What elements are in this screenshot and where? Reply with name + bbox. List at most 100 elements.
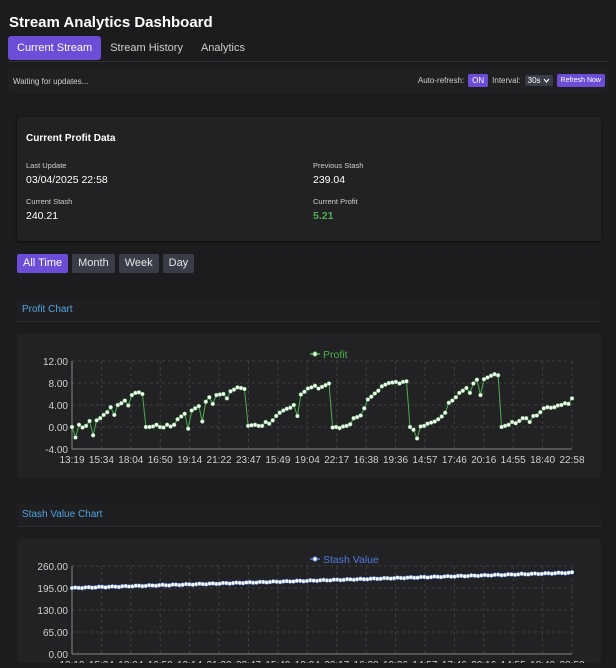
current-stash-label: Current Stash xyxy=(26,197,73,206)
y-tick-label: 130.00 xyxy=(37,606,68,617)
data-point xyxy=(108,404,113,410)
data-point xyxy=(358,413,363,418)
data-point xyxy=(175,417,180,422)
data-point xyxy=(200,419,205,424)
data-point xyxy=(150,424,156,429)
data-point xyxy=(203,399,209,404)
data-point xyxy=(161,425,166,430)
data-point xyxy=(538,409,543,415)
x-tick-label: 22:58 xyxy=(559,455,584,466)
data-point xyxy=(129,392,135,398)
tab-analytics[interactable]: Analytics xyxy=(200,42,245,54)
tab-current-stream[interactable]: Current Stream xyxy=(8,36,102,60)
data-point xyxy=(126,403,131,408)
stash-value-chart: 260.00195.00130.0065.000.0013:1915:3418:… xyxy=(37,554,585,668)
data-point xyxy=(485,375,490,380)
refresh-now-button[interactable]: Refresh Now xyxy=(556,74,605,87)
x-tick-label: 20:16 xyxy=(471,455,496,466)
range-week-button[interactable]: Week xyxy=(118,254,159,273)
range-all-time-button[interactable]: All Time xyxy=(17,254,69,273)
data-point xyxy=(263,419,268,425)
data-point xyxy=(421,423,427,429)
data-point xyxy=(457,390,462,396)
data-point xyxy=(277,410,282,415)
data-point xyxy=(559,402,564,408)
data-point xyxy=(76,422,82,428)
data-point xyxy=(344,423,349,429)
data-point xyxy=(552,404,557,410)
x-tick-label: 13:19 xyxy=(59,455,84,466)
data-point xyxy=(207,395,212,400)
range-day-button[interactable]: Day xyxy=(162,254,195,273)
tab-stream-history[interactable]: Stream History xyxy=(110,42,183,54)
data-point xyxy=(288,405,293,411)
data-point xyxy=(302,389,307,395)
x-tick-label: 21:22 xyxy=(207,455,232,466)
x-tick-label: 15:49 xyxy=(265,455,290,466)
data-point xyxy=(411,427,416,433)
x-tick-label: 18:04 xyxy=(118,455,143,466)
data-point xyxy=(196,403,202,409)
data-point xyxy=(210,401,216,407)
profit-chart-header: Profit Chart xyxy=(17,299,601,322)
auto-refresh-toggle[interactable]: ON xyxy=(468,74,489,87)
page-title: Stream Analytics Dashboard xyxy=(9,14,213,31)
data-point xyxy=(393,379,399,385)
data-point xyxy=(453,395,459,400)
x-tick-label: 19:14 xyxy=(177,455,202,466)
data-point xyxy=(323,382,328,388)
data-point xyxy=(435,417,441,422)
data-point xyxy=(69,424,75,430)
data-point xyxy=(94,418,99,423)
data-point xyxy=(73,435,78,440)
data-point xyxy=(404,379,409,384)
legend-marker xyxy=(312,351,318,357)
y-tick-label: 12.00 xyxy=(43,357,68,368)
data-point xyxy=(270,418,275,423)
data-point xyxy=(90,433,96,438)
data-point xyxy=(372,391,378,396)
data-point xyxy=(569,396,575,401)
refresh-controls: Auto-refresh: ON Interval: 30s Refresh N… xyxy=(418,74,605,87)
last-update-label: Last Update xyxy=(26,161,67,170)
data-point xyxy=(506,422,511,428)
y-tick-label: 0.00 xyxy=(49,423,69,434)
x-tick-label: 14:57 xyxy=(412,455,437,466)
current-profit-card: Current Profit Data Last Update 03/04/20… xyxy=(17,117,601,241)
x-tick-label: 23:47 xyxy=(236,455,261,466)
data-point xyxy=(192,406,198,411)
y-tick-label: -4.00 xyxy=(45,445,68,456)
interval-select[interactable]: 30s xyxy=(524,75,553,86)
data-point xyxy=(171,422,177,428)
data-point xyxy=(439,414,444,419)
current-profit-label: Current Profit xyxy=(313,197,358,206)
y-tick-label: 0.00 xyxy=(49,650,69,661)
data-point xyxy=(379,384,385,389)
stash-chart-card: 260.00195.00130.0065.000.0013:1915:3418:… xyxy=(17,539,601,668)
data-point xyxy=(259,423,265,429)
data-point xyxy=(513,420,518,426)
data-point xyxy=(119,401,124,406)
x-tick-label: 22:17 xyxy=(324,455,349,466)
data-point xyxy=(97,415,103,421)
previous-stash-label: Previous Stash xyxy=(313,161,364,170)
data-point xyxy=(442,410,448,415)
y-tick-label: 195.00 xyxy=(37,584,68,595)
data-point xyxy=(154,422,159,428)
x-tick-label: 19:04 xyxy=(295,455,320,466)
data-point xyxy=(471,381,476,386)
data-point xyxy=(140,391,145,397)
x-tick-label: 14:55 xyxy=(501,455,526,466)
data-point xyxy=(460,388,466,393)
current-stash-value: 240.21 xyxy=(26,210,59,222)
data-point xyxy=(309,385,314,390)
range-month-button[interactable]: Month xyxy=(72,254,115,273)
data-point xyxy=(365,397,371,402)
auto-refresh-label: Auto-refresh: xyxy=(417,76,465,85)
data-point xyxy=(189,408,194,413)
data-point xyxy=(291,402,297,408)
data-point xyxy=(83,423,89,429)
x-tick-label: 18:40 xyxy=(530,455,555,466)
data-point xyxy=(362,406,367,411)
